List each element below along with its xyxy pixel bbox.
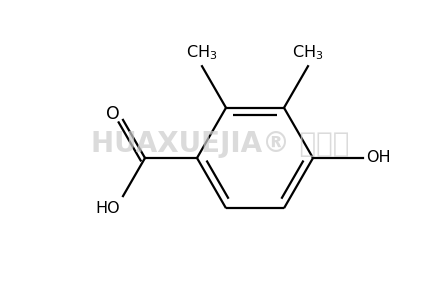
Text: HO: HO [95, 201, 120, 216]
Text: CH$_3$: CH$_3$ [186, 43, 218, 62]
Text: HUAXUEJIA® 化学加: HUAXUEJIA® 化学加 [91, 130, 349, 158]
Text: OH: OH [366, 151, 391, 166]
Text: O: O [106, 105, 120, 123]
Text: CH$_3$: CH$_3$ [292, 43, 324, 62]
